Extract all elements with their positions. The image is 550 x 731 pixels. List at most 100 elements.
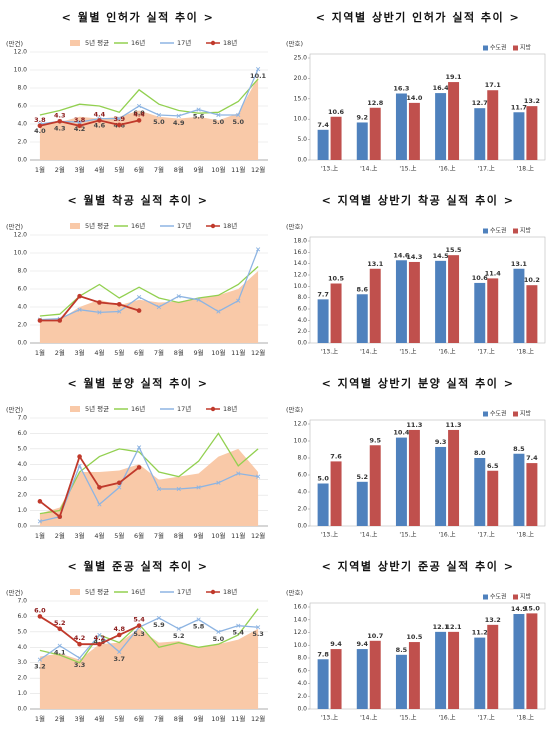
bar xyxy=(513,112,525,160)
unit-label: (만건) xyxy=(6,588,23,597)
legend-label: 수도권 xyxy=(490,227,507,235)
legend-swatch xyxy=(70,589,80,595)
x-tick-label: 6월 xyxy=(134,348,144,357)
marker xyxy=(196,107,201,112)
data-label: 9.3 xyxy=(435,438,447,446)
data-label: 7.4 xyxy=(526,454,538,462)
data-label: 5.0 xyxy=(317,475,329,483)
data-label: 12.1 xyxy=(446,623,463,631)
marker xyxy=(97,641,102,647)
chart-title: < 월별 준공 실적 추이 > xyxy=(67,559,208,573)
bar xyxy=(526,285,538,343)
y-tick-label: 8.0 xyxy=(17,85,27,92)
bar xyxy=(474,637,486,709)
x-tick-label: '15.上 xyxy=(399,165,416,173)
bar xyxy=(435,631,447,709)
legend-label: 17년 xyxy=(177,221,191,230)
marker xyxy=(116,480,122,486)
bar xyxy=(369,445,381,526)
marker xyxy=(97,310,102,315)
data-label: 12.1 xyxy=(433,623,450,631)
marker xyxy=(236,298,241,303)
y-tick-label: 4.0 xyxy=(17,461,27,468)
x-tick-label: 7월 xyxy=(154,531,164,540)
legend-label: 17년 xyxy=(177,38,191,47)
area xyxy=(39,448,259,526)
x-tick-label: '15.上 xyxy=(399,714,416,722)
y-tick-label: 6.0 xyxy=(297,667,307,674)
data-label: 4.0 xyxy=(34,127,46,135)
data-label: 4.8 xyxy=(113,625,125,633)
data-label: 3.8 xyxy=(34,116,46,124)
legend-swatch xyxy=(70,223,80,229)
bar xyxy=(408,642,420,709)
y-tick-label: 2.0 xyxy=(17,139,27,146)
data-label: 7.6 xyxy=(330,452,342,460)
x-tick-label: '18.上 xyxy=(517,531,534,539)
legend-label: 16년 xyxy=(131,38,145,47)
y-tick-label: 0.0 xyxy=(297,157,307,164)
y-tick-label: 8.0 xyxy=(297,655,307,662)
data-label: 5.4 xyxy=(133,616,145,624)
x-tick-label: 2월 xyxy=(55,531,65,540)
legend-label: 수도권 xyxy=(490,410,507,418)
y-tick-label: 4.0 xyxy=(17,304,27,311)
bar xyxy=(369,640,381,709)
data-label: 3.2 xyxy=(34,663,46,671)
data-label: 12.8 xyxy=(367,99,384,107)
chart-title: < 지역별 상반기 인허가 실적 추이 > xyxy=(316,10,520,24)
x-tick-label: 6월 xyxy=(134,531,144,540)
x-tick-label: 9월 xyxy=(194,714,204,723)
x-tick-label: '17.上 xyxy=(478,531,495,539)
bar xyxy=(448,631,460,709)
bar xyxy=(395,654,407,709)
data-label: 3.7 xyxy=(113,655,125,663)
x-tick-label: '18.上 xyxy=(517,165,534,173)
data-label: 15.0 xyxy=(524,604,541,612)
legend-label: 17년 xyxy=(177,587,191,596)
marker xyxy=(136,465,142,470)
x-tick-label: '13.上 xyxy=(321,165,338,173)
y-tick-label: 0.0 xyxy=(297,340,307,347)
x-tick-label: 12월 xyxy=(251,714,265,723)
legend-label: 5년 평균 xyxy=(85,38,109,47)
bar xyxy=(356,294,368,343)
marker xyxy=(196,617,201,622)
data-label: 16.4 xyxy=(433,84,450,92)
legend-swatch xyxy=(70,406,80,412)
bar xyxy=(513,268,525,343)
data-label: 11.3 xyxy=(406,421,422,429)
marker xyxy=(176,486,181,492)
unit-label: (만호) xyxy=(286,588,303,597)
data-label: 13.1 xyxy=(511,260,528,268)
y-tick-label: 10.0 xyxy=(294,642,308,649)
line xyxy=(39,454,140,519)
y-tick-label: 4.0 xyxy=(297,680,307,687)
marker xyxy=(37,614,43,619)
legend-label: 18년 xyxy=(223,587,237,596)
marker xyxy=(77,454,82,459)
data-label: 9.2 xyxy=(357,113,369,121)
bar xyxy=(448,255,460,343)
y-tick-label: 12.0 xyxy=(14,49,28,56)
x-tick-label: 9월 xyxy=(194,531,204,540)
marker xyxy=(156,486,162,492)
plot-frame xyxy=(309,602,546,710)
data-label: 4.2 xyxy=(74,634,86,642)
marker xyxy=(97,502,102,507)
data-label: 5.6 xyxy=(193,113,205,121)
marker xyxy=(37,318,43,323)
marker xyxy=(176,626,181,631)
data-label: 4.3 xyxy=(54,124,66,132)
y-tick-label: 2.0 xyxy=(17,492,27,499)
marker xyxy=(117,309,122,314)
marker xyxy=(37,499,43,504)
legend-label: 수도권 xyxy=(490,44,507,52)
y-tick-label: 5.0 xyxy=(17,445,27,452)
data-label: 3.8 xyxy=(74,116,86,124)
x-tick-label: 4월 xyxy=(94,348,104,357)
chart-title: < 지역별 상반기 준공 실적 추이 > xyxy=(322,559,515,573)
y-tick-label: 12.0 xyxy=(294,629,308,636)
marker xyxy=(77,120,82,125)
bar xyxy=(356,122,368,160)
